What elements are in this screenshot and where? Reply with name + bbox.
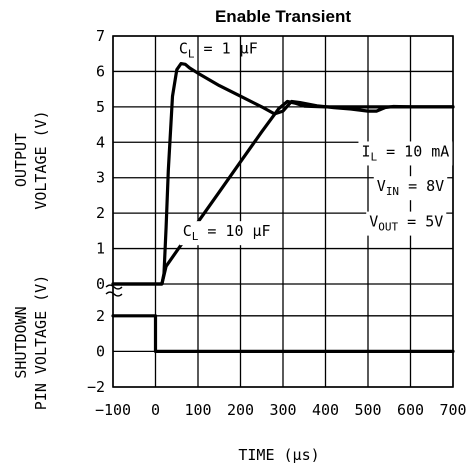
label-il-text: IL = 10 mA bbox=[361, 142, 449, 163]
x-tick-label: 400 bbox=[312, 401, 339, 419]
label-vin-mask bbox=[373, 176, 448, 201]
x-tick-label: 100 bbox=[184, 401, 211, 419]
y-tick-label: 4 bbox=[96, 133, 105, 151]
chart-title: Enable Transient bbox=[215, 7, 351, 26]
y-axis-label: SHUTDOWN bbox=[12, 306, 30, 378]
y-axis-label: VOLTAGE (V) bbox=[32, 110, 50, 209]
label-vin-text: VIN = 8V bbox=[377, 177, 444, 198]
y-tick-label: 7 bbox=[96, 27, 105, 45]
x-tick-label: 500 bbox=[354, 401, 381, 419]
plot-frame-rect bbox=[112, 35, 454, 388]
label-vin: VIN = 8V bbox=[373, 176, 448, 201]
axis-labels: TIME (μs) OUTPUT VOLTAGE (V) SHUTDOWN PIN VO… bbox=[12, 110, 320, 464]
y-tick-label: 0 bbox=[96, 275, 105, 293]
y-tick-label: 2 bbox=[96, 204, 105, 222]
y-tick-label: 1 bbox=[96, 240, 105, 258]
y-tick-label: 6 bbox=[96, 62, 105, 80]
label-vout-text: VOUT = 5V bbox=[369, 213, 443, 234]
axis-break-mark bbox=[105, 291, 123, 297]
grid bbox=[112, 35, 454, 388]
x-tick-label: 300 bbox=[269, 401, 296, 419]
x-tick-label: −100 bbox=[95, 401, 131, 419]
series-cl-1uf bbox=[111, 62, 455, 286]
label-vout: VOUT = 5V bbox=[366, 211, 447, 236]
y-tick-label: 0 bbox=[96, 342, 105, 360]
x-tick-label: 200 bbox=[227, 401, 254, 419]
y-tick-label: −2 bbox=[87, 378, 105, 396]
x-axis-label: TIME (μs) bbox=[238, 446, 319, 464]
x-tick-label: 600 bbox=[397, 401, 424, 419]
x-tick-label: 0 bbox=[151, 401, 160, 419]
y-axis-label: OUTPUT bbox=[12, 133, 30, 187]
y-tick-label: 3 bbox=[96, 169, 105, 187]
plot-frame bbox=[105, 35, 454, 388]
axis-break-mark bbox=[105, 284, 123, 290]
y-tick-label: 5 bbox=[96, 98, 105, 116]
label-il-mask bbox=[358, 141, 453, 166]
annotations: CL = 1 μF IL = 10 mA VIN = 8V VOUT = 5V CL =… bbox=[179, 40, 453, 246]
label-cl10-text: CL = 10 μF bbox=[183, 222, 271, 243]
y-tick-label: 2 bbox=[96, 307, 105, 325]
label-cl1: CL = 1 μF bbox=[179, 40, 258, 61]
tick-labels: 0 1 2 3 4 5 6 7 −2 0 2 −100 0 100 200 300 400 500 600 700 bbox=[87, 27, 467, 419]
y-axis-label: PIN VOLTAGE (V) bbox=[32, 275, 50, 410]
label-il: IL = 10 mA bbox=[358, 141, 453, 166]
x-tick-label: 700 bbox=[439, 401, 466, 419]
label-cl10-mask bbox=[179, 221, 274, 246]
label-cl10: CL = 10 μF bbox=[179, 221, 274, 246]
label-cl1-text: CL = 1 μF bbox=[179, 40, 258, 61]
series-shutdown bbox=[111, 314, 455, 353]
label-vout-mask bbox=[366, 211, 447, 236]
